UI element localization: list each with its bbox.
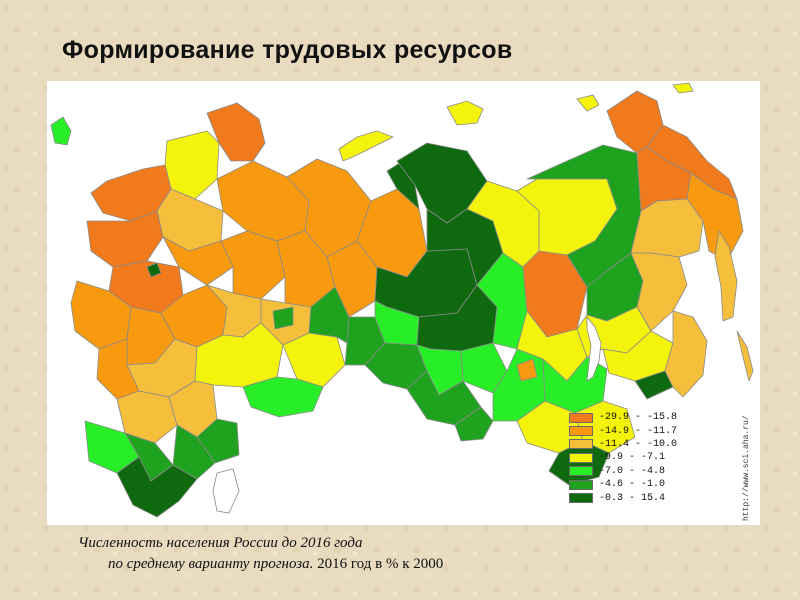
island-novaya-zemlya (338, 130, 394, 162)
legend-item: -4.6 - -1.0 (569, 478, 709, 491)
legend-swatch (569, 426, 593, 437)
region-murmansk (206, 102, 266, 162)
legend-item: -9.9 - -7.1 (569, 451, 709, 464)
region-kaliningrad (50, 116, 72, 146)
island-wrangel (672, 82, 694, 94)
region-kuril (736, 330, 754, 382)
legend-item: -7.0 - -4.8 (569, 465, 709, 478)
region-karelia (164, 130, 220, 200)
caption-line-2: по среднему варианту прогноза. 2016 год … (78, 554, 443, 575)
legend-swatch (569, 439, 593, 450)
caption-line-1: Численность населения России до 2016 год… (78, 535, 363, 551)
caspian-sea (212, 468, 240, 514)
legend-label: -0.3 - 15.4 (599, 492, 666, 504)
legend-swatch (569, 412, 593, 423)
legend-label: -29.9 - -15.8 (599, 412, 678, 424)
region-primorye (664, 310, 708, 398)
caption-line-2-plain: 2016 год в % к 2000 (313, 556, 444, 572)
legend-label: -14.9 - -11.7 (599, 425, 678, 437)
region-ust-orda (516, 358, 538, 382)
legend-item: -11.4 - -10.0 (569, 438, 709, 451)
region-udmurt (272, 306, 294, 330)
legend-label: -4.6 - -1.0 (599, 479, 666, 491)
caption-line-2-italic: по среднему варианту прогноза. (108, 556, 314, 572)
region-moscow-city (146, 262, 162, 278)
slide-title: Формирование трудовых ресурсов (62, 36, 513, 64)
legend-label: -11.4 - -10.0 (599, 438, 678, 450)
legend-swatch (569, 466, 593, 477)
legend-label: -9.9 - -7.1 (599, 452, 666, 464)
island-new-siberian (576, 94, 600, 112)
map-caption: Численность населения России до 2016 год… (78, 533, 443, 575)
region-kirov (220, 230, 286, 300)
source-url: http://www.sci.aha.ru/ (742, 415, 751, 521)
region-north-caucasus (116, 456, 198, 518)
legend-swatch (569, 452, 593, 463)
legend-label: -7.0 - -4.8 (599, 465, 666, 477)
legend-item: -0.3 - 15.4 (569, 491, 709, 504)
region-orenburg (242, 376, 324, 418)
legend-item: -29.9 - -15.8 (569, 411, 709, 424)
legend-swatch (569, 479, 593, 490)
region-kalmykia (172, 424, 216, 480)
region-pskov-novgorod (86, 210, 164, 268)
region-altai-krai (406, 370, 482, 426)
island-severnaya-zemlya (446, 100, 484, 126)
legend-item: -14.9 - -11.7 (569, 424, 709, 437)
region-sakhalin (714, 230, 738, 322)
map-panel: -29.9 - -15.8 -14.9 - -11.7 -11.4 - -10.0 -… (47, 81, 760, 525)
lake-baikal (586, 315, 602, 382)
region-altai-rep (454, 406, 494, 442)
legend-swatch (569, 493, 593, 504)
arctic-islands (338, 82, 694, 162)
map-legend: -29.9 - -15.8 -14.9 - -11.7 -11.4 - -10.0 -… (569, 411, 709, 505)
russia-regions-map (50, 82, 754, 518)
